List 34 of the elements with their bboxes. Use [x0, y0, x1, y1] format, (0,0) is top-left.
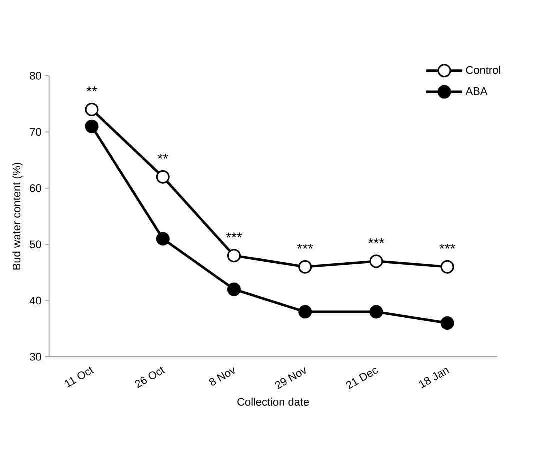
annotation: ** — [158, 154, 168, 159]
x-tick-label: 8 Nov — [209, 367, 235, 386]
point — [370, 254, 384, 268]
point — [85, 120, 99, 134]
x-tick-label: 18 Jan — [419, 368, 450, 388]
point — [370, 305, 384, 319]
y-tick-label: 50 — [30, 240, 42, 248]
point — [440, 260, 454, 274]
point — [156, 232, 170, 246]
annotation: *** — [368, 238, 384, 244]
y-tick-label: 60 — [30, 184, 42, 192]
point — [227, 249, 241, 263]
annotation: ** — [86, 86, 98, 92]
legend-label: ABA — [466, 88, 488, 96]
y-tick-label: 80 — [30, 72, 42, 80]
y-axis-title: Bud water content (%) — [12, 162, 23, 270]
x-axis-title: Collection date — [238, 398, 310, 406]
point — [156, 170, 170, 184]
x-tick-label: 11 Oct — [65, 366, 94, 388]
point — [440, 316, 454, 330]
point — [298, 260, 312, 274]
x-tick-label: 21 Dec — [346, 368, 378, 390]
point — [85, 102, 99, 116]
legend-label: Control — [466, 66, 500, 74]
annotation: *** — [440, 244, 456, 249]
y-tick-label: 70 — [30, 128, 42, 136]
x-tick-label: 29 Nov — [275, 367, 306, 390]
y-tick-label: 30 — [30, 353, 42, 361]
point — [227, 282, 241, 296]
y-tick-label: 40 — [30, 296, 42, 305]
x-tick-label: 26 Oct — [135, 366, 166, 388]
point — [298, 305, 312, 319]
annotation: *** — [297, 244, 314, 249]
annotation: *** — [226, 232, 242, 238]
